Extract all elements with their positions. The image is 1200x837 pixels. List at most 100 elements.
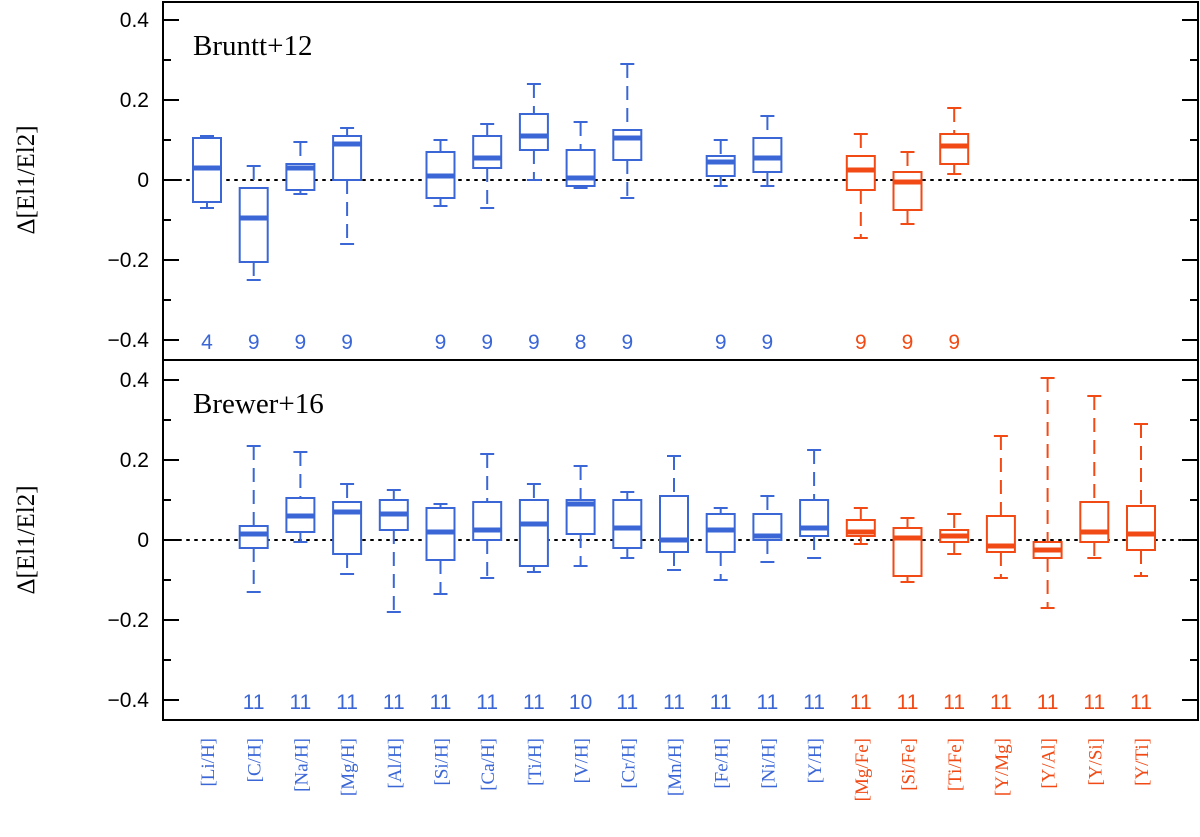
count-label: 9 <box>948 331 960 354</box>
box-mg-fe: 11 <box>845 507 876 714</box>
iqr-box <box>518 499 549 567</box>
iqr-box <box>659 495 689 553</box>
y-tick-label: −0.2 <box>108 249 149 272</box>
iqr-box <box>612 129 643 161</box>
iqr-box <box>892 527 923 577</box>
count-label: 9 <box>855 331 867 354</box>
count-label: 9 <box>341 331 353 354</box>
panel-title: Brewer+16 <box>193 388 324 420</box>
box-y-mg: 11 <box>985 435 1016 714</box>
count-label: 11 <box>383 691 405 714</box>
count-label: 9 <box>481 331 493 354</box>
box-cr-h: 11 <box>612 491 643 714</box>
box-ca-h: 9 <box>472 123 503 354</box>
count-label: 11 <box>476 691 498 714</box>
count-label: 11 <box>756 691 778 714</box>
category-label: [Mn/H] <box>665 738 686 796</box>
box-mn-h: 11 <box>659 455 689 714</box>
count-label: 11 <box>616 691 638 714</box>
count-label: 4 <box>201 331 213 354</box>
count-label: 11 <box>430 691 452 714</box>
iqr-box <box>705 155 736 177</box>
category-label: [Na/H] <box>291 738 312 792</box>
box-mg-fe: 9 <box>845 133 876 354</box>
y-tick-label: 0 <box>137 169 149 192</box>
count-label: 9 <box>295 331 307 354</box>
y-axis-label: Δ[El1/El2] <box>13 485 40 594</box>
box-na-h: 11 <box>285 451 316 714</box>
count-label: 11 <box>289 691 311 714</box>
category-labels: [Li/H] [C/H] [Na/H] [Mg/H] [Al/H] [Si/H] [Ca/H… <box>198 738 1153 801</box>
panel-2: −0.4 −0.2 0 0.2 0.4 Δ[El1/El2] Brewer+16 11 11 11… <box>13 359 1199 721</box>
panel-frame <box>162 1 1199 361</box>
count-label: 9 <box>715 331 727 354</box>
iqr-box <box>705 513 736 553</box>
category-label: [Ti/Fe] <box>945 738 966 791</box>
box-al-h: 11 <box>378 489 409 714</box>
category-label: [Mg/H] <box>338 738 359 796</box>
category-label: [Y/H] <box>805 738 826 783</box>
box-y-si: 11 <box>1079 395 1110 714</box>
category-label: [Si/H] <box>432 738 453 786</box>
y-tick-label: 0.4 <box>120 9 150 32</box>
box-si-fe: 11 <box>892 517 923 714</box>
count-label: 11 <box>850 691 872 714</box>
box-fe-h: 11 <box>705 507 736 714</box>
iqr-box <box>939 133 970 165</box>
box-na-h: 9 <box>285 141 316 354</box>
count-label: 11 <box>943 691 965 714</box>
box-c-h: 9 <box>238 165 269 354</box>
box-ni-h: 11 <box>752 495 783 714</box>
y-tick-label: −0.4 <box>108 329 150 352</box>
y-tick-label: 0.4 <box>120 369 150 392</box>
box-ni-h: 9 <box>752 115 783 354</box>
count-label: 11 <box>1037 691 1059 714</box>
category-label: [Y/Si] <box>1085 738 1106 786</box>
y-tick-label: 0 <box>137 529 149 552</box>
panel-1: −0.4 −0.2 0 0.2 0.4 Δ[El1/El2] Bruntt+12 4 9 9 9 9 9… <box>13 1 1199 361</box>
category-label: [Ni/H] <box>758 738 779 789</box>
category-label: [Y/Al] <box>1039 738 1060 789</box>
iqr-box <box>1079 501 1110 543</box>
count-label: 11 <box>990 691 1012 714</box>
iqr-box <box>799 499 830 537</box>
iqr-box <box>238 525 269 549</box>
count-label: 11 <box>1083 691 1105 714</box>
iqr-box <box>565 149 596 187</box>
iqr-box <box>518 113 549 151</box>
count-label: 11 <box>663 691 685 714</box>
y-axis-label: Δ[El1/El2] <box>13 125 40 234</box>
count-label: 10 <box>569 691 592 714</box>
iqr-box <box>845 155 876 191</box>
count-label: 11 <box>710 691 732 714</box>
y-tick-label: −0.4 <box>108 689 150 712</box>
y-tick-label: 0.2 <box>120 89 149 112</box>
count-label: 11 <box>1130 691 1152 714</box>
box-fe-h: 9 <box>705 139 736 354</box>
box-si-fe: 9 <box>892 151 923 354</box>
panel-title: Bruntt+12 <box>193 30 312 62</box>
iqr-box <box>892 171 923 211</box>
box-mg-h: 11 <box>332 483 363 714</box>
category-label: [Si/Fe] <box>899 738 920 791</box>
box-ti-h: 9 <box>518 83 549 354</box>
count-label: 9 <box>528 331 540 354</box>
y-tick-label: −0.2 <box>108 609 149 632</box>
box-mg-h: 9 <box>332 127 363 354</box>
count-label: 11 <box>243 691 265 714</box>
count-label: 9 <box>902 331 914 354</box>
count-label: 9 <box>621 331 633 354</box>
box-c-h: 11 <box>238 445 269 714</box>
box-si-h: 9 <box>425 139 456 354</box>
category-label: [Al/H] <box>385 738 406 789</box>
box-li-h: 4 <box>192 135 222 354</box>
category-label: [Y/Mg] <box>992 738 1013 796</box>
box-ti-fe: 11 <box>939 513 970 714</box>
count-label: 9 <box>435 331 447 354</box>
iqr-box <box>612 499 643 549</box>
count-label: 8 <box>575 331 587 354</box>
box-cr-h: 9 <box>612 63 643 354</box>
box-v-h: 10 <box>565 465 596 714</box>
iqr-box <box>472 501 503 541</box>
